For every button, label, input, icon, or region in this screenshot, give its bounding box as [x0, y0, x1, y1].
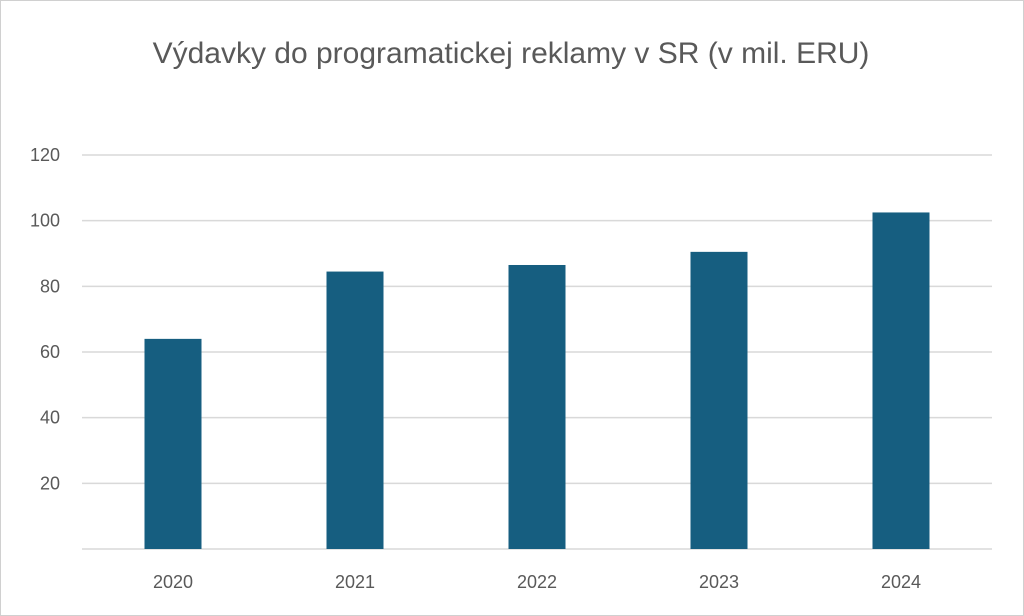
bar-2020	[144, 338, 202, 549]
y-tick-label: 120	[30, 145, 60, 165]
y-tick-label: 100	[30, 211, 60, 231]
x-tick-label: 2021	[335, 572, 375, 592]
bar-2022	[508, 264, 566, 549]
x-tick-label: 2024	[881, 572, 921, 592]
bar-2023	[690, 251, 748, 549]
bar-2021	[326, 271, 384, 549]
bar-2024	[872, 212, 930, 550]
x-tick-label: 2022	[517, 572, 557, 592]
x-tick-label: 2023	[699, 572, 739, 592]
x-tick-label: 2020	[153, 572, 193, 592]
y-tick-label: 20	[40, 473, 60, 493]
y-tick-label: 60	[40, 342, 60, 362]
chart-title: Výdavky do programatickej reklamy v SR (…	[152, 37, 870, 70]
y-tick-label: 80	[40, 276, 60, 296]
y-tick-label: 40	[40, 408, 60, 428]
